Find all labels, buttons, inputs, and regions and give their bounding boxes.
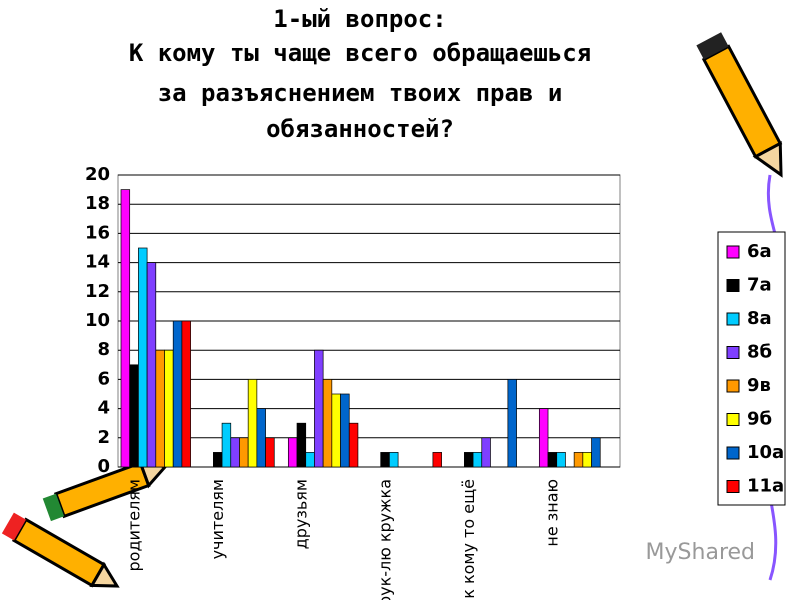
x-tick-label: не знаю [543,479,562,547]
legend-label: 10а [747,442,784,463]
bar [340,393,350,468]
bar [582,452,592,468]
y-tick-label: 20 [85,164,110,185]
bar [591,437,601,468]
legend-label: 7а [747,275,772,296]
bar [129,364,139,468]
chart-title: 1-ый вопрос: [273,5,446,33]
bar [230,437,240,468]
chart-title: К кому ты чаще всего обращаешься [129,39,591,67]
legend-label: 11а [747,476,784,497]
legend-label: 9в [747,375,771,396]
y-tick-label: 0 [97,456,110,477]
legend-swatch [726,346,740,359]
bar [221,422,232,468]
y-tick-label: 10 [85,310,110,331]
y-tick-label: 8 [97,339,110,360]
legend-swatch [726,480,740,493]
bar [265,437,275,468]
bar [256,408,266,468]
bar [380,452,390,468]
y-tick-label: 4 [97,398,110,419]
bar [573,452,584,468]
bar [305,452,315,468]
legend-box [717,231,786,506]
legend-swatch [726,245,740,259]
bar [172,320,183,468]
bar [296,422,307,468]
bar [287,437,298,468]
bar [432,452,442,468]
bar [239,437,249,468]
watermark: MyShared [646,540,755,565]
bar [331,393,341,468]
bar [472,452,483,468]
legend-swatch [726,413,740,426]
chart-title: за разъяснением твоих прав и [158,79,563,107]
bar [389,452,399,468]
chart-title: обязанностей? [266,115,454,143]
x-tick-label: рук-лю кружка [375,479,394,600]
bar [213,452,223,468]
legend-swatch [726,446,740,460]
legend-label: 8а [747,308,772,329]
y-tick-label: 14 [85,252,110,273]
bar [314,349,324,468]
bar [538,408,549,468]
bar [120,189,131,468]
bar [556,452,566,468]
legend-swatch [726,312,740,326]
bar [138,247,148,468]
legend-swatch [726,279,740,292]
bar [507,379,517,468]
x-tick-label: родителям [124,479,143,572]
bar [464,452,474,468]
y-tick-label: 16 [85,222,110,243]
bar [547,452,558,468]
x-tick-label: друзьям [292,479,311,549]
bar [155,349,165,468]
bar [322,379,333,468]
x-tick-label: к кому то ещё [459,479,478,599]
legend-label: 8б [747,342,772,363]
legend-label: 6а [747,241,772,262]
bar [146,262,157,468]
bar [181,320,191,468]
bar [348,422,359,468]
y-tick-label: 12 [85,281,110,302]
x-tick-label: учителям [208,479,227,559]
legend-swatch [726,379,740,393]
bar [481,437,491,468]
y-tick-label: 18 [85,193,110,214]
bar [164,349,174,468]
legend-label: 9б [747,409,772,430]
y-tick-label: 2 [97,427,110,448]
bar [247,379,258,468]
y-tick-label: 6 [97,368,110,389]
